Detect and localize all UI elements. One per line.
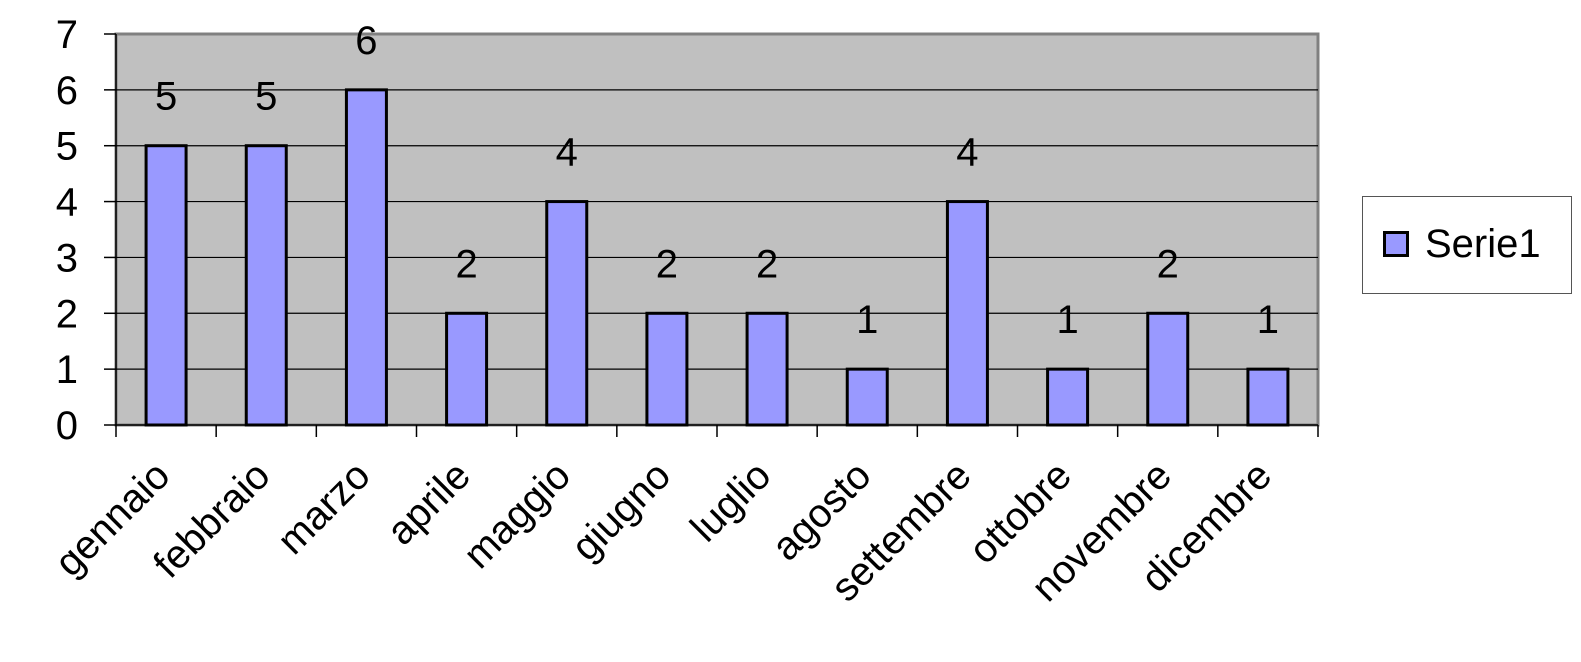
data-label-giugno: 2 bbox=[656, 242, 678, 286]
bar-dicembre bbox=[1246, 367, 1290, 427]
legend: Serie1 bbox=[1362, 196, 1572, 294]
x-tick-label-maggio: maggio bbox=[455, 453, 579, 577]
data-label-febbraio: 5 bbox=[255, 75, 277, 119]
bar-gennaio bbox=[144, 144, 188, 427]
y-tick-label: 3 bbox=[56, 236, 78, 280]
x-tick-label-marzo: marzo bbox=[269, 453, 379, 563]
bars bbox=[144, 88, 1290, 427]
legend-swatch bbox=[1383, 231, 1409, 257]
data-label-dicembre: 1 bbox=[1257, 298, 1279, 342]
y-tick-label: 0 bbox=[56, 404, 78, 448]
legend-label: Serie1 bbox=[1425, 222, 1541, 266]
y-tick-label: 5 bbox=[56, 125, 78, 169]
data-label-luglio: 2 bbox=[756, 242, 778, 286]
data-label-gennaio: 5 bbox=[155, 75, 177, 119]
data-label-maggio: 4 bbox=[556, 131, 578, 175]
y-tick-label: 4 bbox=[56, 181, 78, 225]
bar-agosto bbox=[845, 367, 889, 427]
bar-settembre bbox=[945, 200, 989, 427]
data-label-settembre: 4 bbox=[956, 131, 978, 175]
data-label-agosto: 1 bbox=[856, 298, 878, 342]
data-label-aprile: 2 bbox=[455, 242, 477, 286]
bar-marzo bbox=[344, 88, 388, 427]
y-axis: 0 1 2 3 4 5 6 7 bbox=[56, 13, 117, 448]
data-label-ottobre: 1 bbox=[1056, 298, 1078, 342]
bar-febbraio bbox=[244, 144, 288, 427]
x-tick-label-giugno: giugno bbox=[563, 453, 679, 569]
bar-ottobre bbox=[1046, 367, 1090, 427]
bar-aprile bbox=[445, 311, 489, 427]
data-labels: 5 5 6 2 4 2 2 1 4 1 2 1 bbox=[155, 19, 1279, 342]
y-tick-label: 6 bbox=[56, 69, 78, 113]
bar-giugno bbox=[645, 311, 689, 427]
bar-novembre bbox=[1146, 311, 1190, 427]
bar-luglio bbox=[745, 311, 789, 427]
y-tick-label: 7 bbox=[56, 13, 78, 57]
data-label-marzo: 6 bbox=[355, 19, 377, 63]
y-tick-label: 1 bbox=[56, 348, 78, 392]
bar-maggio bbox=[545, 200, 589, 427]
data-label-novembre: 2 bbox=[1157, 242, 1179, 286]
y-tick-label: 2 bbox=[56, 292, 78, 336]
plot-area bbox=[114, 32, 1320, 427]
gridlines bbox=[116, 89, 1318, 370]
